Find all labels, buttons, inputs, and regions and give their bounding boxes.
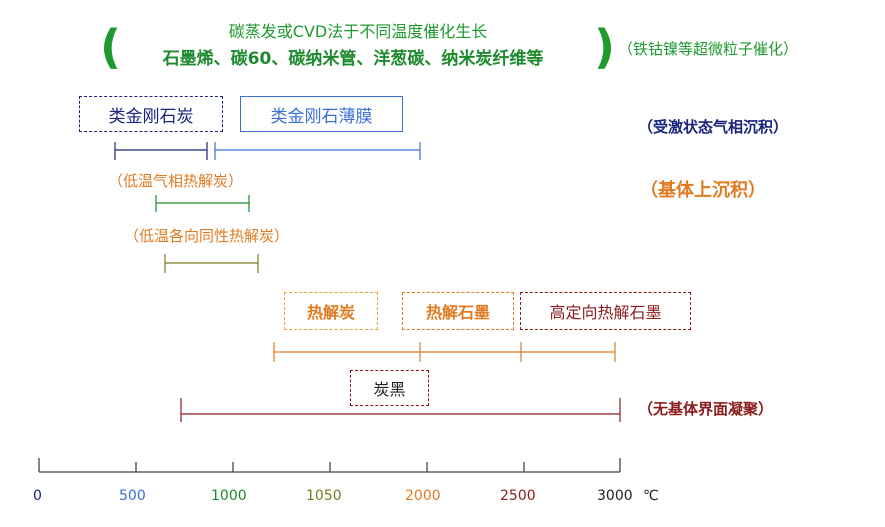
header-line-2: 石墨烯、碳60、碳纳米管、洋葱碳、纳米炭纤维等 [162, 49, 544, 69]
header-line-1: 碳蒸发或CVD法于不同温度催化生长 [228, 22, 488, 41]
axis-tick-label-1050: 1050 [306, 488, 342, 504]
header-paren-open: ( [100, 20, 122, 74]
box-pyrographite: 热解石墨 [402, 292, 514, 330]
box-pyrographite-label: 热解石墨 [425, 303, 490, 322]
box-dlc-label: 类金刚石炭 [108, 106, 194, 127]
range-pyrolytic [273, 342, 616, 362]
temperature-axis [38, 458, 621, 473]
axis-tick-label-1000: 1000 [211, 488, 247, 504]
label-substrate-deposition: （基体上沉积） [640, 180, 766, 201]
axis-tick-label-2000: 2000 [405, 488, 441, 504]
box-pyrocarbon: 热解炭 [284, 292, 378, 330]
axis-tick-label-3000: 3000 [597, 488, 633, 504]
box-dlc: 类金刚石炭 [79, 96, 223, 132]
label-excited-vapor: （受激状态气相沉积） [638, 118, 789, 136]
range-dlc [114, 142, 208, 160]
box-hopg: 高定向热解石墨 [520, 292, 691, 330]
header-paren-close: ) [594, 20, 616, 74]
box-hopg-label: 高定向热解石墨 [549, 303, 662, 322]
box-diamond-film: 类金刚石薄膜 [240, 96, 403, 132]
label-no-substrate: （无基体界面凝聚） [638, 400, 774, 418]
box-pyrocarbon-label: 热解炭 [306, 303, 355, 322]
label-low-temp-isotropic: （低温各向同性热解炭） [124, 227, 290, 245]
range-diamond-film [214, 142, 421, 160]
range-carbon-black [180, 398, 621, 422]
axis-tick-label-0: 0 [33, 488, 42, 504]
catalyst-note: （铁钴镍等超微粒子催化） [618, 40, 799, 58]
box-carbon-black: 炭黑 [350, 370, 429, 406]
axis-tick-label-2500: 2500 [500, 488, 536, 504]
range-low-temp-isotropic [164, 254, 259, 273]
range-low-temp-pyrolysis [155, 195, 250, 212]
box-carbon-black-label: 炭黑 [373, 380, 406, 399]
label-low-temp-pyrolysis: （低温气相热解炭） [108, 172, 244, 190]
axis-unit: ℃ [643, 488, 659, 504]
box-diamond-film-label: 类金刚石薄膜 [270, 106, 373, 127]
axis-tick-label-500: 500 [119, 488, 146, 504]
